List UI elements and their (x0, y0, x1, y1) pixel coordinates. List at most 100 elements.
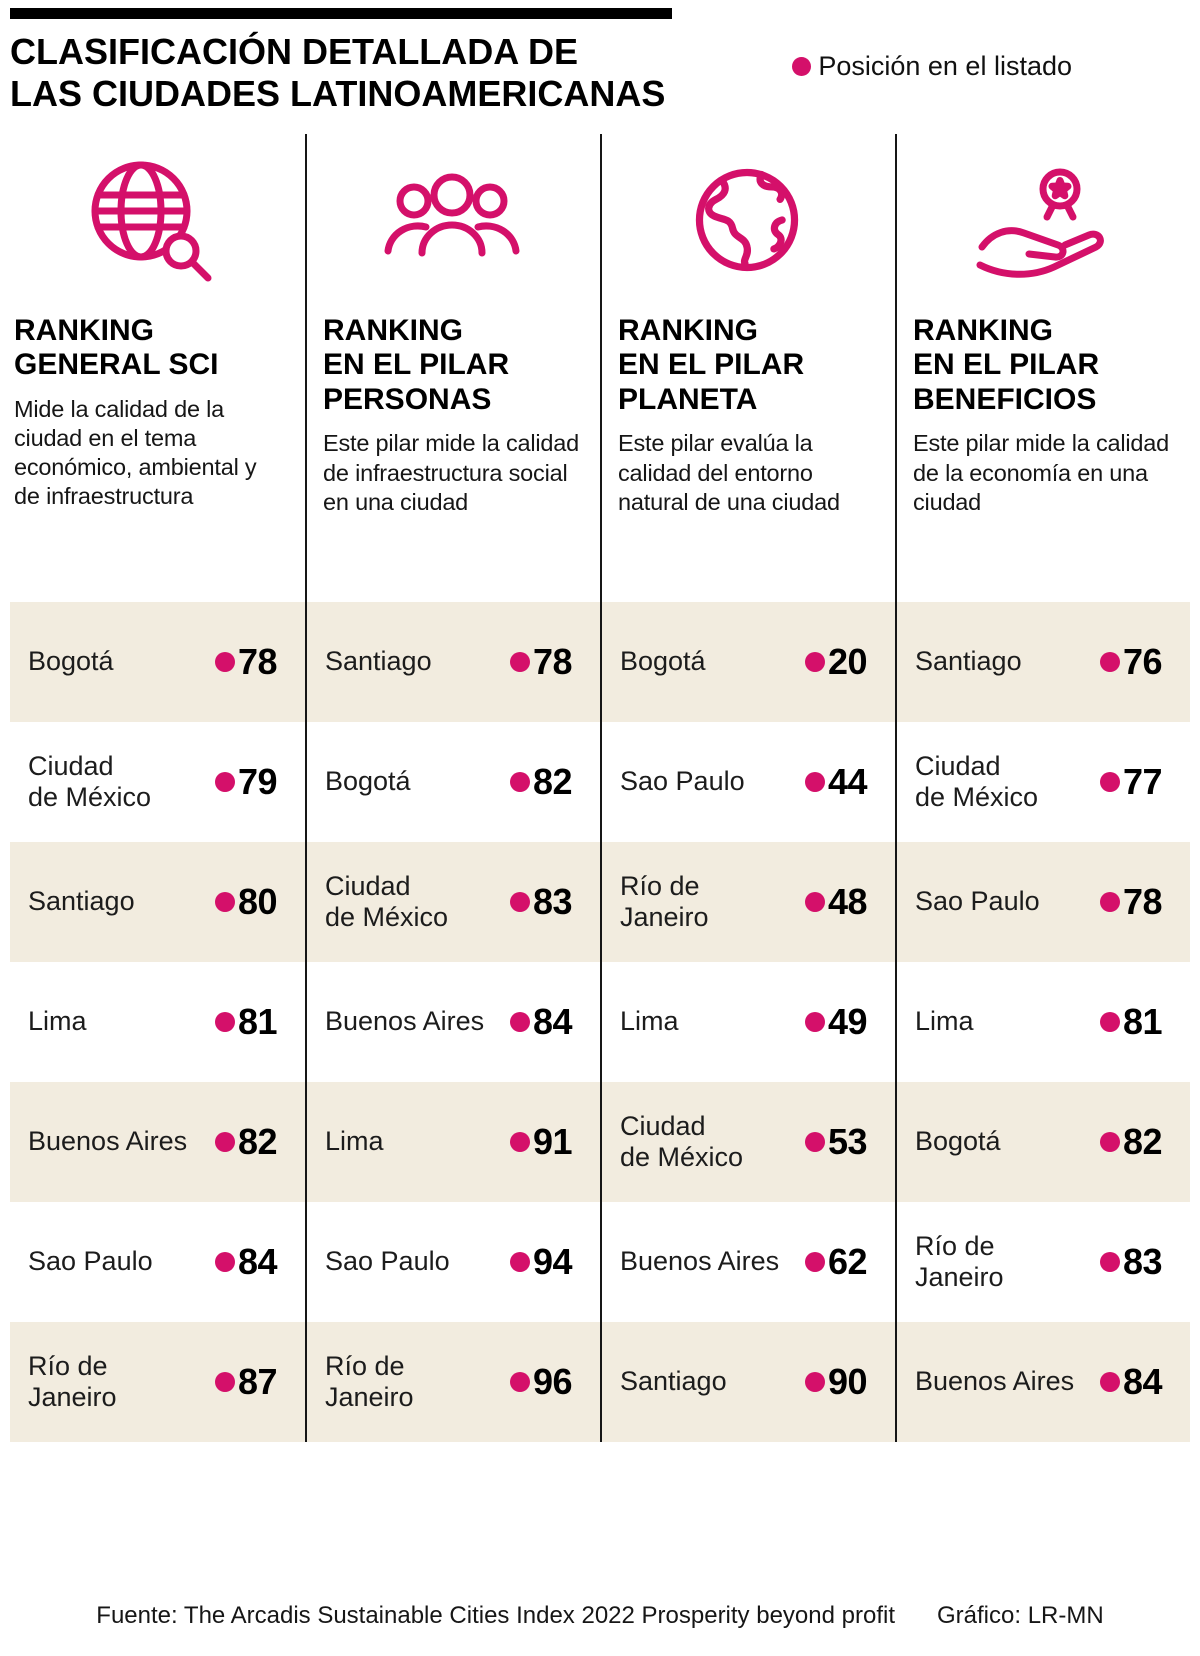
ranking-cell: Lima 81 (895, 961, 1190, 1082)
credit-text: Gráfico: LR-MN (937, 1602, 1104, 1629)
position-value: 79 (237, 760, 278, 802)
city-name: Buenos Aires (620, 1246, 780, 1277)
column-title: RANKING GENERAL SCI (14, 313, 219, 382)
city-name: Bogotá (620, 646, 706, 677)
position-value: 53 (827, 1120, 868, 1162)
position-value: 48 (827, 880, 868, 922)
position-dot-icon (804, 771, 825, 792)
position-dot-icon (804, 1251, 825, 1272)
ranking-cell: Ciudad de México 79 (10, 722, 305, 842)
ranking-cell: Bogotá 20 (600, 601, 895, 722)
position-dot-icon (214, 1131, 235, 1152)
position-dot-icon (214, 1251, 235, 1272)
table-row: Bogotá 78 Santiago 78 Bogotá 20 Santiago… (10, 601, 1190, 722)
position-dot-icon (1099, 1251, 1120, 1272)
position-dot-icon (804, 891, 825, 912)
top-rule (10, 8, 672, 19)
ranking-cell: Santiago 78 (305, 601, 600, 722)
position-value: 78 (532, 640, 573, 682)
city-name: Ciudad de México (325, 870, 449, 932)
ranking-cell: Ciudad de México 77 (895, 721, 1190, 842)
column-description: Este pilar evalúa la calidad del entorno… (618, 430, 840, 515)
page-title: CLASIFICACIÓN DETALLADA DE LAS CIUDADES … (10, 31, 666, 115)
ranking-cell: Sao Paulo 44 (600, 721, 895, 842)
city-name: Santiago (915, 646, 1022, 677)
city-name: Santiago (28, 886, 135, 917)
position-value: 80 (237, 880, 278, 922)
position-dot-icon (509, 1251, 530, 1272)
position-dot-icon (804, 1371, 825, 1392)
ranking-cell: Buenos Aires 82 (10, 1082, 305, 1202)
city-name: Bogotá (915, 1126, 1001, 1157)
ranking-cell: Buenos Aires 62 (600, 1201, 895, 1322)
position-value: 83 (532, 880, 573, 922)
ranking-cell: Lima 81 (10, 962, 305, 1082)
position-dot-icon (1099, 1371, 1120, 1392)
ranking-cell: Ciudad de México 53 (600, 1081, 895, 1202)
column-headers: RANKING GENERAL SCI Mide la calidad de l… (10, 133, 1190, 602)
position-value: 20 (827, 640, 868, 682)
ranking-cell: Santiago 76 (895, 601, 1190, 722)
city-name: Lima (915, 1006, 974, 1037)
column-description: Este pilar mide la calidad de infraestru… (323, 430, 580, 515)
table-row: Ciudad de México 79 Bogotá 82 Sao Paulo … (10, 721, 1190, 842)
ranking-cell: Bogotá 82 (305, 721, 600, 842)
position-dot-icon (214, 1371, 235, 1392)
ranking-cell: Buenos Aires 84 (895, 1321, 1190, 1442)
source-text: Fuente: The Arcadis Sustainable Cities I… (96, 1602, 895, 1629)
position-dot-icon (509, 771, 530, 792)
ranking-cell: Sao Paulo 94 (305, 1201, 600, 1322)
city-name: Sao Paulo (28, 1246, 153, 1277)
position-value: 49 (827, 1000, 868, 1042)
city-name: Río de Janeiro (325, 1350, 414, 1412)
ranking-cell: Bogotá 82 (895, 1081, 1190, 1202)
city-name: Río de Janeiro (915, 1230, 1004, 1292)
position-value: 91 (532, 1120, 573, 1162)
ranking-cell: Santiago 90 (600, 1321, 895, 1442)
position-value: 83 (1122, 1240, 1163, 1282)
column-description: Mide la calidad de la ciudad en el tema … (14, 395, 257, 510)
ranking-cell: Buenos Aires 84 (305, 961, 600, 1082)
position-value: 62 (827, 1240, 868, 1282)
position-value: 94 (532, 1240, 573, 1282)
position-dot-icon (804, 1011, 825, 1032)
city-name: Sao Paulo (915, 886, 1040, 917)
position-dot-icon (1099, 1131, 1120, 1152)
city-name: Ciudad de México (620, 1110, 744, 1172)
column-title: RANKING EN EL PILAR PLANETA (618, 313, 805, 416)
position-dot-icon (509, 651, 530, 672)
position-dot-icon (509, 891, 530, 912)
position-dot-icon (1099, 1011, 1120, 1032)
table-row: Sao Paulo 84 Sao Paulo 94 Buenos Aires 6… (10, 1201, 1190, 1322)
position-dot-icon (804, 651, 825, 672)
city-name: Buenos Aires (325, 1006, 485, 1037)
position-value: 84 (237, 1240, 278, 1282)
position-value: 78 (1122, 880, 1163, 922)
header: CLASIFICACIÓN DETALLADA DE LAS CIUDADES … (10, 31, 1190, 116)
city-name: Buenos Aires (915, 1366, 1075, 1397)
ranking-cell: Santiago 80 (10, 842, 305, 962)
footer: Fuente: The Arcadis Sustainable Cities I… (0, 1602, 1200, 1630)
city-name: Santiago (325, 646, 432, 677)
column-header-beneficios: RANKING EN EL PILAR BENEFICIOS Este pila… (895, 133, 1190, 602)
ranking-table: RANKING GENERAL SCI Mide la calidad de l… (10, 133, 1190, 1442)
ranking-cell: Sao Paulo 78 (895, 841, 1190, 962)
position-dot-icon (1099, 891, 1120, 912)
table-row: Buenos Aires 82 Lima 91 Ciudad de México… (10, 1081, 1190, 1202)
position-value: 84 (1122, 1360, 1163, 1402)
position-value: 96 (532, 1360, 573, 1402)
column-header-general-sci: RANKING GENERAL SCI Mide la calidad de l… (10, 134, 305, 602)
position-value: 82 (1122, 1120, 1163, 1162)
ranking-cell: Lima 91 (305, 1081, 600, 1202)
position-value: 82 (532, 760, 573, 802)
column-title: RANKING EN EL PILAR BENEFICIOS (913, 313, 1100, 416)
position-value: 76 (1122, 640, 1163, 682)
city-name: Buenos Aires (28, 1126, 188, 1157)
ranking-cell: Río de Janeiro 83 (895, 1201, 1190, 1322)
position-dot-icon (214, 1011, 235, 1032)
position-value: 82 (237, 1120, 278, 1162)
legend-label: Posición en el listado (818, 51, 1072, 81)
ranking-cell: Sao Paulo 84 (10, 1202, 305, 1322)
city-name: Río de Janeiro (620, 870, 709, 932)
